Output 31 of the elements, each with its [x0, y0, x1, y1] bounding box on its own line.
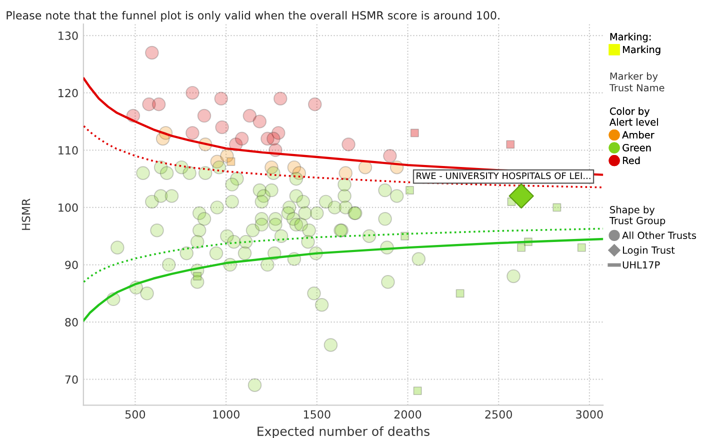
- y-tick-label: 70: [65, 375, 78, 384]
- legend-label: Red: [623, 156, 640, 164]
- text: Shape by Trust Group: [609, 206, 666, 226]
- y-tick-label: 110: [58, 146, 78, 155]
- y-tick-label: 130: [58, 32, 78, 40]
- x-axis-title: Expected number of deaths: [258, 426, 430, 438]
- x-tick-label: 1000: [213, 410, 240, 419]
- legend-label: Amber: [622, 131, 654, 139]
- y-tick-label: 90: [65, 260, 78, 270]
- line-series: [83, 125, 604, 188]
- x-tick-label: 3000: [576, 410, 603, 419]
- x-tick-label: 2000: [394, 410, 422, 419]
- y-tick-label: 120: [58, 88, 78, 98]
- y-tick-label: 100: [58, 203, 78, 212]
- x-tick-label: 1500: [304, 410, 330, 419]
- point: [508, 183, 534, 209]
- annotation: RWE - UNIVERSITY HOSPITALS OF LEI...: [416, 172, 590, 180]
- y-axis-title: HSMR: [22, 198, 30, 230]
- line-series: [83, 238, 604, 322]
- x-tick-label: 500: [125, 410, 146, 419]
- text: Login Trust: [623, 246, 675, 256]
- text: UHL17P: [622, 261, 660, 269]
- text: Marking:: [610, 32, 651, 42]
- x-tick-label: 2500: [485, 410, 512, 419]
- text: All Other Trusts: [622, 232, 696, 240]
- legend-label: Green: [622, 144, 651, 152]
- text: Marker by Trust Name: [609, 72, 664, 92]
- chart-title: Please note that the funnel plot is only valid when the overall HSMR score is around 100.: [6, 10, 500, 22]
- text: Marking: [623, 46, 660, 56]
- text: Color by Alert level: [610, 107, 658, 126]
- y-tick-label: 80: [65, 318, 78, 326]
